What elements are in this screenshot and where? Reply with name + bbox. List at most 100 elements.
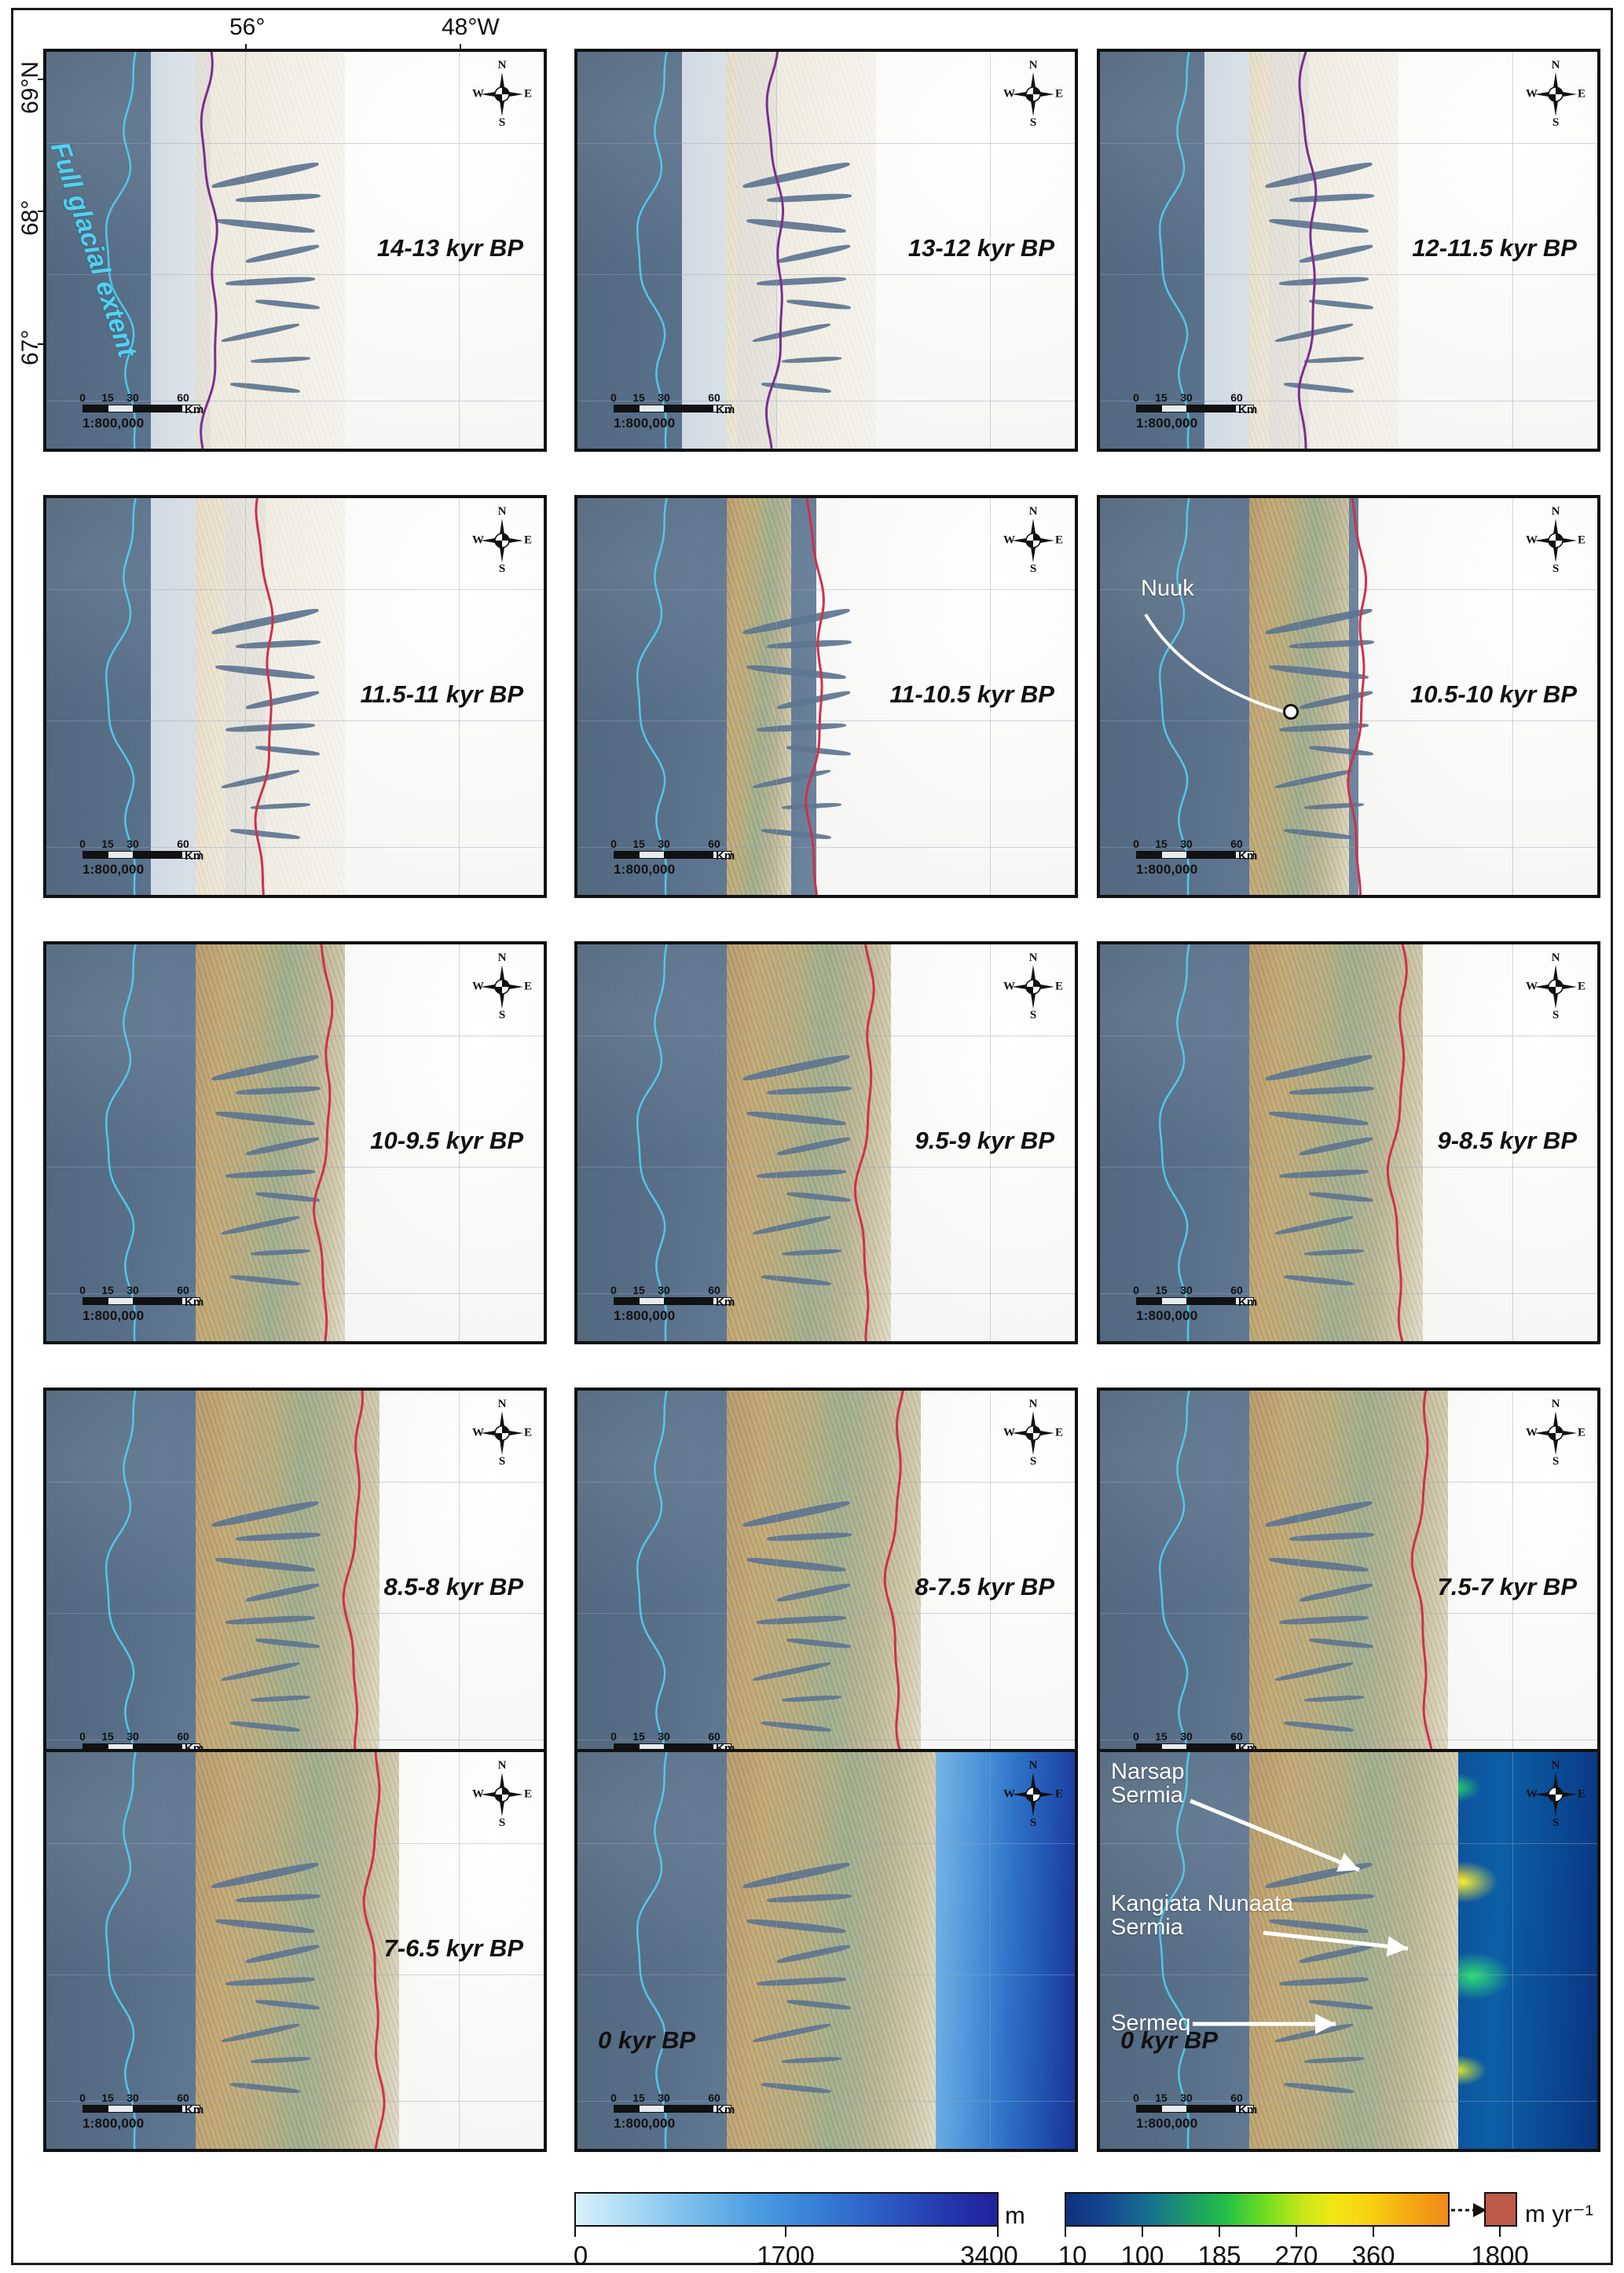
velocity-label-10: 10 xyxy=(1058,2241,1087,2270)
velocity-label-360: 360 xyxy=(1351,2241,1395,2270)
compass-east-label: E xyxy=(1577,980,1586,993)
map-canvas xyxy=(46,944,544,1341)
margin-lines xyxy=(104,52,218,449)
scale-tick-0: 0 xyxy=(79,1730,86,1743)
scale-tick-15: 15 xyxy=(632,2092,645,2104)
compass-east-label: E xyxy=(1054,533,1063,547)
compass-south-label: S xyxy=(1552,563,1560,575)
ice-margin-line xyxy=(764,52,785,449)
map-panel-p2[interactable]: N S W E 0 15 30 60 Km 1:800,000 13-12 kyr BP xyxy=(574,49,1078,452)
compass-west-label: W xyxy=(472,1787,484,1801)
scale-bar-unit: Km xyxy=(716,1296,735,1309)
map-panel-p9[interactable]: N S W E 0 15 30 60 Km 1:800,000 9-8.5 kyr BP xyxy=(1097,941,1600,1344)
scale-tick-15: 15 xyxy=(101,1730,114,1743)
scale-bar-tick-labels: 0 15 30 60 xyxy=(64,838,213,851)
full-glacial-extent-line xyxy=(104,52,137,449)
scale-ratio-label: 1:800,000 xyxy=(1136,2116,1198,2131)
panel-time-label: 8.5-8 kyr BP xyxy=(383,1573,524,1601)
compass-south-label: S xyxy=(1552,1009,1560,1021)
map-panel-p13[interactable]: N S W E 0 15 30 60 Km 1:800,000 7-6.5 kyr BP xyxy=(43,1749,547,2152)
full-glacial-extent-line xyxy=(636,944,668,1341)
lat-tick-label-68: 68° xyxy=(17,200,43,236)
map-panel-p1[interactable]: N S W E 0 15 30 60 Km 1:800,000 14-13 kyr BP Full g… xyxy=(43,49,547,452)
map-panel-p15[interactable]: N S W E 0 15 30 60 Km 1:800,000 0 kyr BP Narsap Ser… xyxy=(1097,1749,1600,2152)
scale-bar-graphic xyxy=(82,851,200,859)
panel-time-label: 14-13 kyr BP xyxy=(376,234,523,262)
map-panel-p6[interactable]: N S W E 0 15 30 60 Km 1:800,000 10.5-10 kyr BP Nuuk xyxy=(1097,495,1600,898)
scale-tick-60: 60 xyxy=(1230,838,1243,850)
graticule xyxy=(46,944,544,1341)
compass-north-label: N xyxy=(497,951,507,964)
scale-tick-60: 60 xyxy=(708,838,720,850)
map-panel-p14[interactable]: N S W E 0 15 30 60 Km 1:800,000 0 kyr BP xyxy=(574,1749,1078,2152)
map-canvas xyxy=(577,1391,1075,1787)
scale-tick-30: 30 xyxy=(1180,838,1193,850)
scale-bar-graphic xyxy=(614,851,731,859)
exposed-land-layer xyxy=(196,944,345,1341)
compass-north-label: N xyxy=(1551,505,1560,518)
margin-lines xyxy=(1158,1391,1434,1787)
lon-tick-mark-48w xyxy=(460,44,461,53)
compass-east-label: E xyxy=(523,1787,532,1801)
graticule xyxy=(1100,944,1597,1341)
subglacial-bedrock-shading xyxy=(727,52,876,449)
compass-south-label: S xyxy=(1552,1455,1560,1468)
compass-west-label: W xyxy=(1003,1426,1015,1439)
ice-margin-line xyxy=(200,52,218,449)
scale-tick-15: 15 xyxy=(632,1284,645,1296)
scale-tick-15: 15 xyxy=(632,838,645,850)
velocity-overflow-swatch xyxy=(1484,2192,1517,2227)
ice-sheet-layer xyxy=(324,944,544,1341)
velocity-colorbar: 10 100 185 270 360 1800 m yr⁻¹ xyxy=(1058,2192,1599,2272)
compass-west-label: W xyxy=(1003,533,1015,547)
nuuk-label: Nuuk xyxy=(1141,576,1194,601)
compass-east-label: E xyxy=(1577,87,1586,101)
map-panel-p5[interactable]: N S W E 0 15 30 60 Km 1:800,000 11-10.5 kyr BP xyxy=(574,495,1078,898)
panel-time-label: 7-6.5 kyr BP xyxy=(383,1934,524,1963)
compass-south-label: S xyxy=(1029,563,1037,575)
map-canvas xyxy=(1100,1391,1597,1787)
lat-tick-mark-68 xyxy=(38,211,46,212)
scale-ratio-label: 1:800,000 xyxy=(1136,416,1198,431)
scale-tick-15: 15 xyxy=(101,838,114,850)
ice-margin-line xyxy=(312,944,334,1341)
elevation-colorbar: 0 1700 3400 m xyxy=(574,2192,1025,2272)
map-panel-p7[interactable]: N S W E 0 15 30 60 Km 1:800,000 10-9.5 kyr BP xyxy=(43,941,547,1344)
full-glacial-extent-line xyxy=(636,1752,668,2149)
compass-west-label: W xyxy=(1526,533,1538,547)
nuuk-leader-line xyxy=(1144,613,1285,713)
ice-margin-line xyxy=(1347,498,1368,895)
ice-margin-line xyxy=(883,1391,907,1787)
map-panel-p4[interactable]: N S W E 0 15 30 60 Km 1:800,000 11.5-11 kyr BP xyxy=(43,495,547,898)
ice-sheet-layer xyxy=(1358,498,1597,895)
compass-south-label: S xyxy=(1552,1817,1560,1829)
graticule xyxy=(46,1391,544,1787)
map-canvas xyxy=(577,944,1075,1341)
velocity-colorbar-gradient xyxy=(1065,2192,1450,2227)
margin-lines xyxy=(104,1752,386,2149)
compass-north-label: N xyxy=(497,505,507,518)
scale-bar-unit: Km xyxy=(185,403,204,416)
scale-tick-30: 30 xyxy=(126,1284,139,1296)
compass-north-label: N xyxy=(497,1759,507,1772)
map-panel-p8[interactable]: N S W E 0 15 30 60 Km 1:800,000 9.5-9 kyr BP xyxy=(574,941,1078,1344)
velocity-label-270: 270 xyxy=(1274,2241,1318,2270)
scale-tick-0: 0 xyxy=(1133,838,1139,850)
scale-ratio-label: 1:800,000 xyxy=(614,2116,676,2131)
scale-bar-graphic xyxy=(614,1297,731,1305)
scale-bar-unit: Km xyxy=(716,2103,735,2117)
compass-rose-icon: N S W E xyxy=(1526,60,1586,129)
exposed-land-layer xyxy=(727,498,791,895)
map-panel-p3[interactable]: N S W E 0 15 30 60 Km 1:800,000 12-11.5 kyr BP xyxy=(1097,49,1600,452)
ice-sheet-layer xyxy=(1399,944,1597,1341)
lat-tick-mark-67 xyxy=(38,343,46,345)
velocity-unit-label: m yr⁻¹ xyxy=(1525,2200,1593,2227)
scale-bar-graphic xyxy=(82,405,200,412)
ice-margin-line xyxy=(1297,52,1318,449)
scale-tick-0: 0 xyxy=(79,838,86,850)
scale-ratio-label: 1:800,000 xyxy=(614,862,676,877)
